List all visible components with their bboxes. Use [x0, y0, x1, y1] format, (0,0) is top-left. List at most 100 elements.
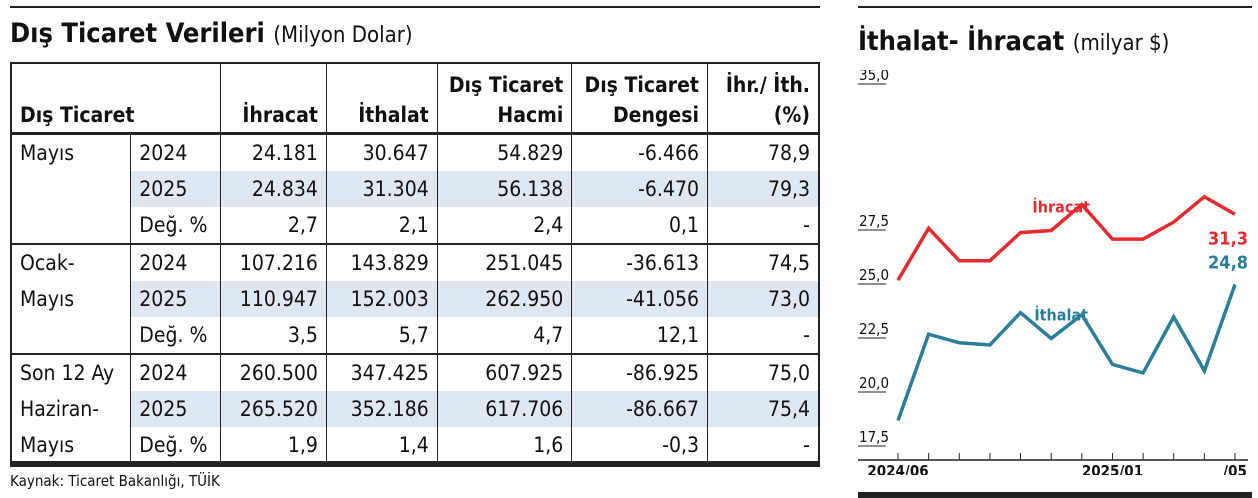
x-tick-label: 2025/01 — [1082, 462, 1143, 475]
table-title-text: Dış Ticaret Verileri — [10, 18, 265, 49]
ihracat-cell: 1,9 — [220, 427, 327, 463]
table-row: Değ. % 1,9 1,4 1,6 -0,3- — [11, 427, 820, 463]
denge-cell: -6.466 — [571, 133, 708, 171]
period-cell: 2024 — [130, 244, 221, 281]
series-end-value-label: 24,8 — [1208, 252, 1248, 273]
denge-cell: 0,1 — [571, 207, 708, 245]
period-cell: Değ. % — [130, 427, 221, 463]
hacim-cell: 2,4 — [436, 207, 572, 245]
header-dengesi-line2: Dengesi — [612, 103, 699, 127]
denge-cell: -41.056 — [571, 281, 708, 317]
chart-title-text: İthalat- İhracat — [858, 26, 1065, 57]
hacim-cell: 54.829 — [436, 133, 572, 171]
hacim-cell: 4,7 — [436, 317, 572, 355]
ihracat-cell: 3,5 — [220, 317, 327, 355]
ihracat-cell: 24.181 — [220, 133, 327, 171]
group-label-line: Son 12 Ay — [20, 361, 115, 385]
ihracat-cell: 24.834 — [220, 171, 327, 207]
y-tick-label: 17,5 — [859, 428, 889, 446]
denge-cell: -36.613 — [571, 244, 708, 281]
y-tick-label: 35,0 — [859, 70, 889, 84]
source-note: Kaynak: Ticaret Bakanlığı, TÜİK — [10, 472, 220, 490]
table-subtitle: (Milyon Dolar) — [273, 23, 413, 48]
oran-cell: 74,5 — [706, 244, 820, 281]
group-label-line: Ocak- — [20, 251, 75, 275]
y-tick-label: 25,0 — [859, 266, 889, 284]
denge-cell: -6.470 — [571, 171, 708, 207]
ithalat-cell: 30.647 — [325, 133, 438, 171]
y-tick-label: 22,5 — [859, 320, 889, 338]
table-row: Ocak- Mayıs 2024 107.216 143.829 251.045 -36.6… — [10, 244, 820, 355]
chart-bottom-rule — [858, 492, 1252, 498]
oran-cell: 78,9 — [706, 133, 820, 171]
denge-cell: -86.925 — [571, 354, 708, 391]
hacim-cell: 617.706 — [436, 391, 572, 427]
hacim-cell: 262.950 — [436, 281, 572, 317]
ihracat-cell: 110.947 — [220, 281, 327, 317]
header-oran: İhr./ İth. (%) — [706, 62, 820, 135]
ithalat-cell: 152.003 — [325, 281, 438, 317]
period-cell: 2025 — [130, 171, 221, 207]
y-tick-label: 20,0 — [859, 374, 889, 392]
x-tick-label: 2024/06 — [867, 462, 928, 475]
ithalat-cell: 5,7 — [325, 317, 438, 355]
hacim-cell: 251.045 — [436, 244, 572, 281]
group-label-line: Mayıs — [20, 433, 75, 457]
group-label-line: Mayıs — [20, 287, 75, 311]
period-cell: 2024 — [130, 133, 221, 171]
chart-subtitle: (milyar $) — [1072, 31, 1170, 56]
oran-cell: 79,3 — [706, 171, 820, 207]
table-row: 2025 24.834 31.304 56.138 -6.470 79,3 — [11, 171, 820, 207]
group-label: Mayıs — [10, 133, 131, 245]
header-ihracat: İhracat — [220, 62, 327, 135]
header-dis-ticaret: Dış Ticaret — [10, 62, 221, 135]
header-dengesi-line1: Dış Ticaret — [584, 73, 699, 97]
ithalat-cell: 352.186 — [325, 391, 438, 427]
table-row: Mayıs 2024 24.181 30.647 54.829 -6.466 78,9 — [10, 133, 820, 245]
y-tick-label: 27,5 — [859, 212, 889, 230]
table-row: 2025 110.947 152.003 262.950 -41.056 73,0 — [11, 281, 820, 317]
hacim-cell: 607.925 — [436, 354, 572, 391]
group-label-line: Mayıs — [20, 141, 75, 165]
ihracat-cell: 265.520 — [220, 391, 327, 427]
header-oran-line2: (%) — [773, 103, 810, 127]
ihracat-cell: 2,7 — [220, 207, 327, 245]
hacim-cell: 1,6 — [436, 427, 572, 463]
denge-cell: -0,3 — [571, 427, 708, 463]
table-row: Son 12 Ay Haziran- Mayıs 2024 260.500 347.425… — [10, 354, 820, 463]
header-hacmi-line1: Dış Ticaret — [448, 73, 564, 97]
ithalat-cell: 143.829 — [325, 244, 438, 281]
header-hacmi-line2: Hacmi — [497, 103, 564, 127]
group-label-line: Haziran- — [20, 397, 100, 421]
table-header-row: Dış Ticaret İhracat İthalat Dış Ticaret … — [10, 62, 820, 135]
table-bottom-rule — [10, 461, 820, 467]
oran-cell: 75,4 — [706, 391, 820, 427]
group-label: Son 12 Ay Haziran- Mayıs — [10, 354, 131, 463]
series-line-ithalat — [896, 283, 1237, 422]
group-label: Ocak- Mayıs — [10, 244, 131, 355]
line-chart: 35,0 27,5 25,0 22,5 20,0 17,5 2024/06 2025/01/0… — [858, 70, 1248, 475]
series-line-ihracat — [896, 194, 1236, 282]
oran-cell: - — [706, 427, 820, 463]
series-name-label: İhracat — [1032, 197, 1090, 216]
period-cell: 2025 — [130, 281, 221, 317]
table-title: Dış Ticaret Verileri (Milyon Dolar) — [10, 18, 413, 49]
hacim-cell: 56.138 — [436, 171, 572, 207]
header-oran-line1: İhr./ İth. — [725, 73, 810, 97]
period-cell: Değ. % — [130, 207, 221, 245]
chart-title: İthalat- İhracat (milyar $) — [858, 26, 1169, 57]
period-cell: 2024 — [130, 354, 221, 391]
trade-table: Dış Ticaret İhracat İthalat Dış Ticaret … — [10, 62, 820, 463]
ithalat-cell: 31.304 — [325, 171, 438, 207]
denge-cell: 12,1 — [571, 317, 708, 355]
oran-cell: 75,0 — [706, 354, 820, 391]
oran-cell: - — [706, 317, 820, 355]
denge-cell: -86.667 — [571, 391, 708, 427]
header-ithalat: İthalat — [325, 62, 438, 135]
ithalat-cell: 347.425 — [325, 354, 438, 391]
oran-cell: - — [706, 207, 820, 245]
x-tick-label: /05 — [1223, 462, 1247, 475]
header-hacmi: Dış Ticaret Hacmi — [436, 62, 572, 135]
header-dengesi: Dış Ticaret Dengesi — [571, 62, 708, 135]
ihracat-cell: 107.216 — [220, 244, 327, 281]
